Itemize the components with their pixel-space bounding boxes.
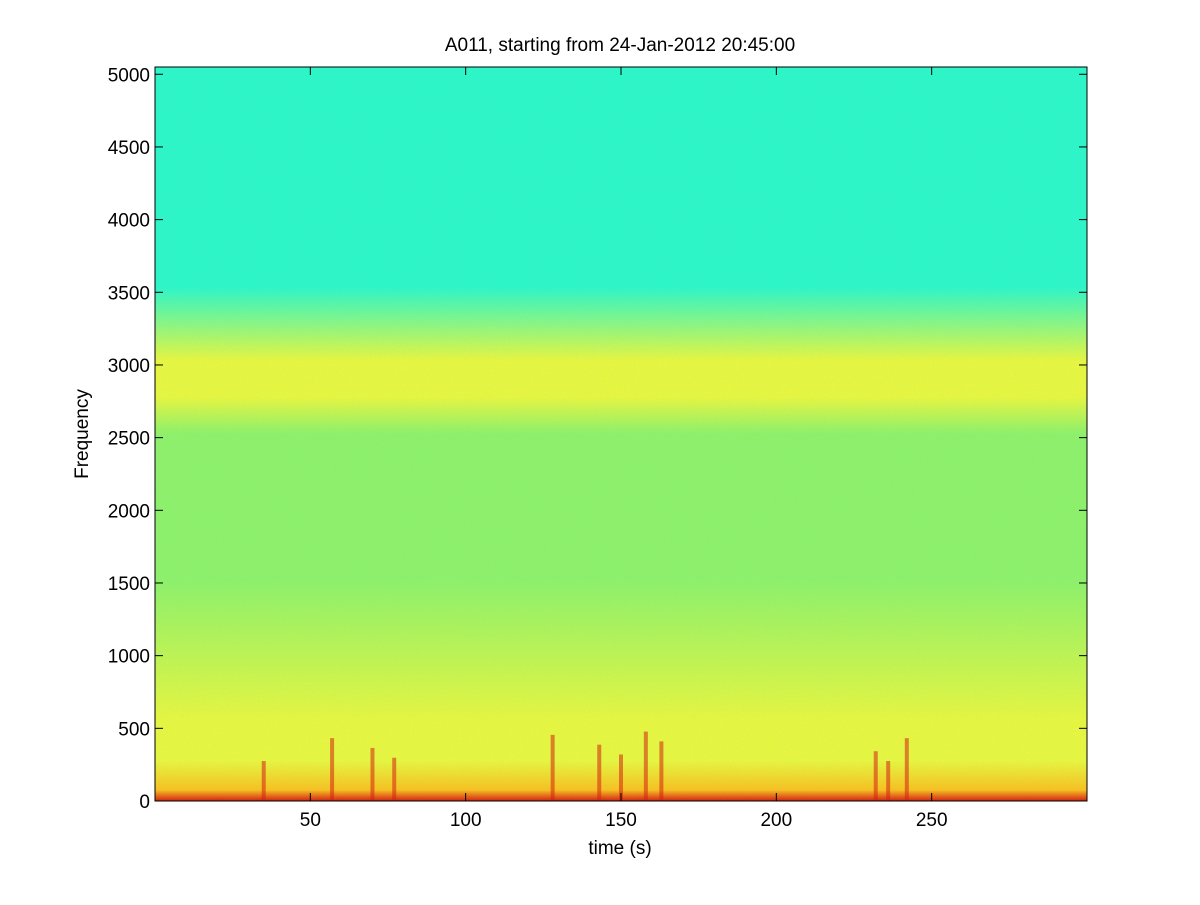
energy-burst xyxy=(619,754,623,801)
energy-burst xyxy=(904,738,909,801)
energy-burst xyxy=(643,731,648,801)
y-tick-label: 1000 xyxy=(108,647,150,668)
energy-burst xyxy=(330,738,335,801)
energy-burst xyxy=(659,741,664,801)
y-tick-label: 500 xyxy=(118,719,150,740)
y-axis-label: Frequency xyxy=(72,389,93,479)
chart-title: A011, starting from 24-Jan-2012 20:45:00 xyxy=(445,35,795,56)
y-tick-label: 5000 xyxy=(108,65,150,86)
y-tick-label: 3000 xyxy=(108,356,150,377)
y-tick-label: 4000 xyxy=(108,211,150,232)
y-tick-label: 2000 xyxy=(108,501,150,522)
x-tick-label: 100 xyxy=(450,810,482,831)
plot-area xyxy=(155,67,1087,801)
y-tick-label: 3500 xyxy=(108,283,150,304)
y-tick-label: 4500 xyxy=(108,138,150,159)
y-tick-label: 0 xyxy=(139,792,150,813)
energy-burst xyxy=(886,761,891,801)
x-tick-label: 250 xyxy=(916,810,948,831)
energy-burst xyxy=(370,747,375,801)
x-tick-label: 50 xyxy=(300,810,321,831)
energy-burst xyxy=(597,744,602,801)
y-tick-label: 1500 xyxy=(108,574,150,595)
spectrogram-noise-texture xyxy=(155,67,1087,801)
x-tick-label: 200 xyxy=(760,810,792,831)
energy-burst xyxy=(550,734,555,801)
x-tick-label: 150 xyxy=(605,810,637,831)
x-axis-label: time (s) xyxy=(588,838,651,859)
y-tick-label: 2500 xyxy=(108,429,150,450)
energy-burst xyxy=(873,751,878,801)
x-axis-ticks: 50 100 150 200 250 xyxy=(300,67,948,831)
y-axis-ticks: 0 500 1000 1500 2000 2500 3000 3500 4000 4500 5000 xyxy=(108,65,1087,813)
energy-bursts xyxy=(261,731,909,801)
energy-burst xyxy=(261,761,266,801)
energy-burst xyxy=(392,757,397,801)
